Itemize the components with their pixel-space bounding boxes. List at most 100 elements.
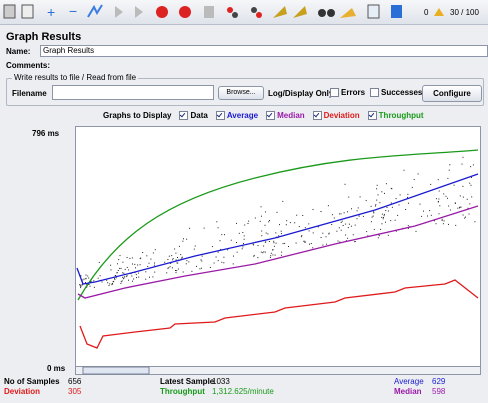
sample-dot — [391, 206, 393, 208]
sample-dot — [272, 254, 274, 256]
sample-dot — [128, 279, 129, 281]
sample-dot — [189, 227, 191, 229]
sample-dot — [467, 207, 469, 209]
sample-dot — [201, 267, 202, 269]
sample-dot — [149, 276, 150, 278]
median-line — [77, 205, 479, 299]
sample-dot — [200, 259, 202, 261]
sample-dot — [254, 217, 256, 219]
sample-dot — [298, 226, 300, 228]
sample-dot — [375, 205, 376, 207]
sample-dot — [172, 259, 174, 261]
sample-dot — [340, 213, 342, 215]
sample-dot — [278, 235, 280, 237]
sample-dot — [176, 262, 178, 264]
sample-dot — [170, 263, 172, 264]
graph-option-label: Deviation — [323, 111, 360, 120]
filename-input[interactable] — [52, 85, 214, 100]
browse-button[interactable]: Browse... — [218, 86, 264, 100]
successes-option[interactable]: Successes — [362, 88, 422, 98]
sample-dot — [453, 184, 455, 186]
sample-dot — [281, 251, 283, 253]
sample-dot — [227, 249, 229, 251]
sample-dot — [85, 277, 87, 279]
sample-dot — [373, 212, 375, 214]
sample-dot — [264, 251, 266, 253]
sample-dot — [193, 248, 195, 250]
sample-dot — [308, 223, 310, 225]
sample-dot — [470, 184, 472, 186]
sample-dot — [403, 169, 405, 171]
sample-dot — [175, 259, 177, 261]
sample-dot — [253, 255, 255, 257]
sample-dot — [113, 281, 115, 283]
sample-dot — [117, 263, 118, 265]
sample-dot — [462, 156, 464, 158]
sample-dot — [111, 282, 113, 284]
sample-dot — [405, 209, 407, 210]
sample-dot — [175, 270, 176, 271]
sample-dot — [120, 281, 122, 283]
graph-option[interactable]: Throughput — [360, 111, 424, 121]
sample-dot — [194, 245, 196, 247]
sample-dot — [289, 222, 291, 224]
sample-dot — [344, 183, 346, 185]
sample-dot — [455, 224, 457, 226]
sample-dot — [320, 211, 322, 212]
sample-dot — [448, 205, 450, 207]
sample-dot — [85, 274, 87, 276]
graph-option[interactable]: Deviation — [305, 111, 360, 121]
log-display-label: Log/Display Only: — [268, 89, 337, 98]
sample-dot — [437, 179, 439, 181]
sample-dot — [322, 232, 324, 234]
sample-dot — [220, 248, 222, 250]
sample-dot — [147, 265, 149, 267]
sample-dot — [138, 276, 140, 278]
sample-dot — [294, 222, 296, 224]
deviation-value: 305 — [68, 387, 82, 396]
sample-dot — [387, 234, 389, 236]
sample-dot — [280, 254, 282, 256]
sample-dot — [359, 196, 361, 198]
sample-dot — [260, 206, 262, 208]
sample-dot — [282, 243, 284, 245]
sample-dot — [88, 277, 90, 279]
sample-dot — [385, 183, 387, 185]
configure-button[interactable]: Configure — [422, 85, 482, 102]
sample-dot — [120, 267, 122, 269]
sample-dot — [276, 211, 278, 213]
sample-dot — [373, 211, 375, 213]
sample-dot — [135, 274, 137, 276]
sample-dot — [93, 286, 95, 288]
sample-dot — [370, 205, 372, 207]
sample-dot — [110, 269, 112, 271]
sample-dot — [272, 249, 274, 250]
sample-dot — [320, 237, 322, 238]
sample-dot — [209, 267, 211, 268]
errors-option[interactable]: Errors — [322, 88, 365, 98]
sample-dot — [183, 238, 184, 240]
sample-dot — [442, 223, 444, 225]
comments-label: Comments: — [6, 61, 51, 70]
sample-dot — [265, 241, 267, 243]
sample-dot — [122, 261, 124, 263]
sample-dot — [223, 256, 225, 258]
sample-dot — [381, 213, 383, 215]
sample-dot — [459, 206, 461, 208]
sample-dot — [300, 236, 302, 238]
sample-dot — [397, 214, 399, 216]
name-input[interactable]: Graph Results — [40, 45, 488, 57]
sample-dot — [122, 272, 124, 274]
graph-option[interactable]: Median — [258, 111, 305, 121]
sample-dot — [338, 227, 340, 229]
sample-dot — [85, 278, 87, 280]
sample-dot — [111, 283, 113, 285]
sample-dot — [135, 267, 136, 269]
sample-dot — [308, 230, 310, 232]
graph-option[interactable]: Average — [208, 111, 258, 121]
toolbar: + − 0 30 / 100 — [0, 0, 488, 25]
sample-dot — [366, 231, 368, 233]
sample-dot — [378, 234, 380, 236]
graph-option[interactable]: Data — [171, 111, 208, 121]
average-value: 629 — [432, 377, 446, 386]
